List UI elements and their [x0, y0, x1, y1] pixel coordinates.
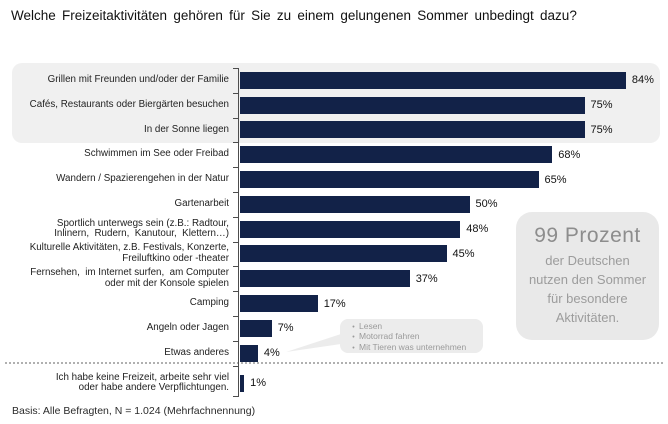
annotation-item: • Lesen	[348, 321, 479, 332]
axis-tick	[233, 365, 239, 367]
bullet-icon: •	[352, 344, 355, 352]
bar-label: Cafés, Restaurants oder Biergärten besuc…	[29, 98, 229, 110]
axis-tick	[233, 216, 239, 218]
bullet-icon: •	[352, 324, 355, 331]
chart-row: Sportlich unterwegs sein (z.B.: Radtour,…	[0, 217, 668, 242]
chart-row: Gartenarbeit 50%	[0, 192, 668, 217]
bar-label: Sportlich unterwegs sein (z.B.: Radtour,…	[54, 217, 229, 240]
chart-row: Angeln oder Jagen 7%	[0, 316, 668, 341]
bar-area: 7%	[235, 319, 668, 337]
annotation-item-label: Lesen	[359, 321, 383, 331]
bar	[239, 171, 539, 189]
bar-label: Ich habe keine Freizeit, arbeite sehr vi…	[55, 371, 229, 394]
bar-label: Etwas anderes	[164, 346, 229, 358]
bar	[239, 146, 553, 164]
bar-value: 75%	[590, 123, 613, 136]
axis-tick	[233, 92, 239, 94]
axis-tick	[233, 266, 239, 268]
bar-area: 75%	[235, 96, 668, 114]
bar-value: 1%	[250, 377, 266, 390]
axis-tick	[233, 316, 239, 317]
bar-area: 1%	[235, 374, 668, 392]
chart-row: Ich habe keine Freizeit, arbeite sehr vi…	[0, 371, 668, 396]
bar-area: 48%	[235, 220, 668, 238]
chart-row: Schwimmen im See oder Freibad 68%	[0, 142, 668, 167]
axis-tick	[233, 192, 239, 193]
annotation-pointer	[286, 334, 341, 352]
callout-99-prozent: 99 Prozent der Deutschen nutzen den Somm…	[516, 212, 659, 340]
annotation-item: • Mit Tieren was unternehmen	[348, 341, 479, 353]
bar-value: 75%	[590, 99, 613, 112]
bar	[239, 319, 272, 337]
bar-value: 37%	[415, 272, 438, 285]
bar-area: 37%	[235, 270, 668, 288]
bar	[239, 96, 585, 114]
annotation-item-label: Mit Tieren was unternehmen	[359, 341, 467, 352]
axis-tick	[233, 291, 239, 293]
bar	[239, 344, 258, 362]
chart-row: Kulturelle Aktivitäten, z.B. Festivals, …	[0, 242, 668, 267]
axis-tick	[233, 167, 239, 169]
bar-label: Fernsehen, im Internet surfen, am Comput…	[30, 267, 229, 289]
chart-rows: Grillen mit Freunden und/oder der Famili…	[0, 68, 668, 396]
bar-area: 17%	[235, 295, 668, 313]
bar-value: 84%	[631, 74, 654, 87]
bar-label: Kulturelle Aktivitäten, z.B. Festivals, …	[29, 242, 229, 264]
bar-label: Schwimmen im See oder Freibad	[84, 148, 229, 160]
axis-tick	[233, 142, 239, 144]
annotation-bubble: • Lesen • Motorrad fahren • Mit Tieren was un…	[340, 319, 483, 353]
axis-tick	[233, 340, 239, 342]
bar-value: 50%	[475, 198, 498, 211]
callout-body: der Deutschen nutzen den Sommer für beso…	[528, 253, 647, 325]
bar-area: 65%	[235, 171, 668, 189]
chart-row: Fernsehen, im Internet surfen, am Comput…	[0, 266, 668, 291]
chart-row: In der Sonne liegen 75%	[0, 118, 668, 143]
chart-title: Welche Freizeitaktivitäten gehören für S…	[11, 8, 577, 23]
callout-headline: 99 Prozent	[534, 224, 641, 247]
bar-value: 4%	[263, 347, 280, 360]
bullet-icon: •	[352, 334, 355, 342]
bar	[239, 374, 245, 392]
bar-label: Camping	[189, 297, 229, 309]
bar	[239, 71, 626, 89]
annotation-item-label: Motorrad fahren	[359, 331, 420, 342]
dotted-separator	[5, 362, 663, 364]
bar-area: 45%	[235, 245, 668, 263]
bar-value: 17%	[323, 297, 346, 310]
y-axis-line	[238, 68, 239, 396]
bar	[239, 220, 461, 238]
bar-area: 84%	[235, 71, 668, 89]
basis-note: Basis: Alle Befragten, N = 1.024 (Mehrfa…	[12, 405, 256, 417]
bar	[239, 270, 410, 288]
bar-value: 7%	[277, 322, 294, 335]
axis-tick	[233, 241, 239, 243]
chart-row: Wandern / Spazierengehen in der Natur 65…	[0, 167, 668, 192]
bar-label: Gartenarbeit	[174, 198, 229, 210]
bar	[239, 295, 318, 313]
bar	[239, 195, 470, 213]
bar-label: In der Sonne liegen	[144, 123, 229, 135]
axis-tick	[233, 117, 239, 119]
bar-value: 68%	[558, 148, 581, 161]
bar	[239, 121, 585, 139]
chart-row: Camping 17%	[0, 291, 668, 316]
bar-value: 65%	[544, 173, 567, 186]
bar-area: 4%	[235, 344, 668, 362]
bar-label: Wandern / Spazierengehen in der Natur	[56, 173, 229, 185]
bar-area: 75%	[235, 121, 668, 139]
bar-label: Angeln oder Jagen	[146, 322, 229, 334]
chart-row: Grillen mit Freunden und/oder der Famili…	[0, 68, 668, 93]
bar-label: Grillen mit Freunden und/oder der Famili…	[47, 74, 229, 86]
bar-value: 45%	[452, 247, 475, 260]
axis-tick	[233, 395, 239, 397]
chart-row: Etwas anderes 4%	[0, 341, 668, 366]
bar-value: 48%	[466, 223, 489, 236]
bar-area: 68%	[235, 146, 668, 164]
chart-row: Cafés, Restaurants oder Biergärten besuc…	[0, 93, 668, 118]
axis-tick	[233, 68, 239, 69]
bar-area: 50%	[235, 195, 668, 213]
annotation-item: • Motorrad fahren	[348, 331, 479, 342]
bar	[239, 245, 447, 263]
